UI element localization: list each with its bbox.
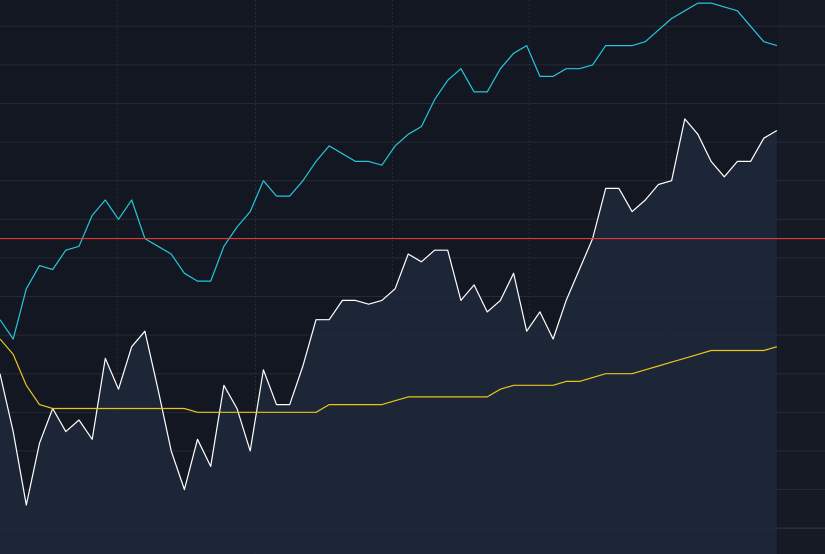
future-area xyxy=(778,0,825,554)
line xyxy=(0,2,778,340)
line xyxy=(0,118,778,506)
line xyxy=(0,338,778,413)
area xyxy=(0,118,777,554)
